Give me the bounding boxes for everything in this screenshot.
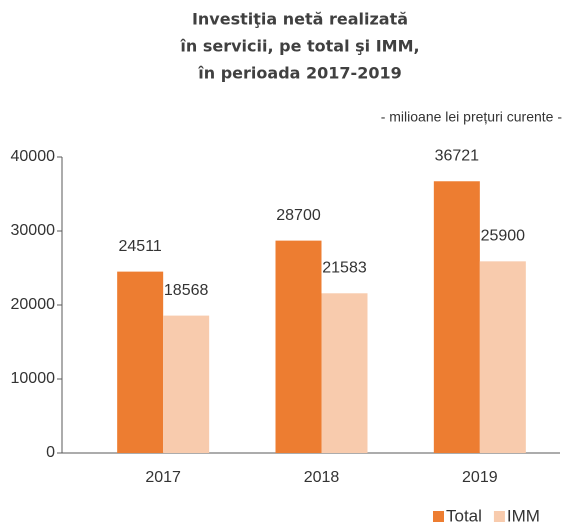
legend-label: Total: [446, 506, 482, 524]
bar: [117, 271, 164, 453]
legend-label: IMM: [507, 506, 540, 524]
bar: [163, 315, 210, 453]
y-tick-label: 40000: [11, 148, 56, 165]
y-tick-label: 10000: [11, 370, 56, 387]
y-tick-label: 30000: [11, 222, 56, 239]
chart-subtitle: - milioane lei prețuri curente -: [381, 109, 563, 125]
x-tick-label: 2018: [304, 469, 340, 486]
legend-swatch: [433, 511, 444, 522]
bar: [479, 261, 526, 453]
bar: [433, 181, 480, 454]
data-label: 25900: [481, 228, 526, 245]
legend-swatch: [493, 511, 505, 522]
data-label: 28700: [276, 207, 321, 224]
x-tick-label: 2019: [462, 469, 498, 486]
data-label: 24511: [119, 238, 162, 255]
bar: [321, 293, 368, 453]
chart-title: în servicii, pe total şi IMM,: [179, 37, 419, 56]
data-label: 21583: [322, 260, 367, 277]
chart-title: în perioada 2017-2019: [197, 64, 401, 83]
y-tick-label: 0: [46, 444, 55, 461]
data-label: 36721: [435, 147, 480, 164]
y-tick-label: 20000: [11, 296, 56, 313]
data-label: 18568: [164, 282, 209, 299]
bar: [275, 240, 322, 453]
chart-title: Investiţia netă realizată: [192, 10, 408, 29]
x-tick-label: 2017: [145, 469, 181, 486]
